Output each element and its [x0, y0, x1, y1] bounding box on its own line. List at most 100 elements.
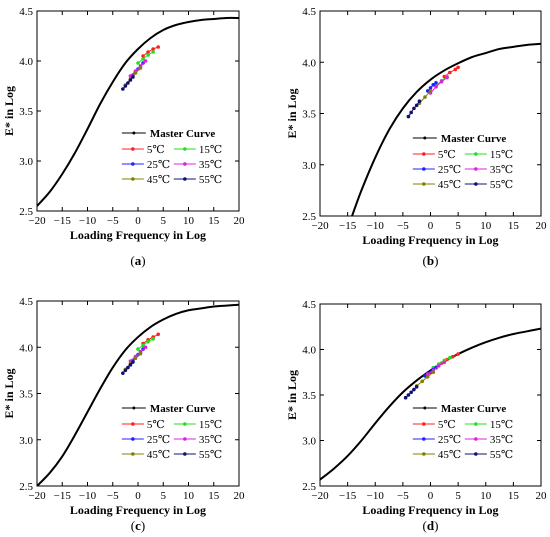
data-point: [423, 95, 427, 99]
chart-panel-4: −20 −15 −10 −5 0 5 10 15 20 2.5 3.0 3.5 4.0 4.5 Loadin…: [285, 299, 547, 533]
panel-caption: (b): [423, 253, 439, 268]
legend-label: 15℃: [490, 419, 513, 431]
legend-label: 15℃: [199, 419, 222, 431]
panel-caption: (c): [131, 518, 145, 533]
y-tick-label: 4.5: [302, 299, 316, 311]
x-axis-label: Loading Frequency in Log: [70, 503, 206, 517]
legend-marker: [131, 162, 135, 166]
legend-label: 5℃: [438, 149, 456, 161]
data-point: [412, 106, 416, 111]
data-point: [143, 345, 148, 350]
y-tick-label: 4.0: [19, 56, 33, 68]
x-tick-label: −15: [339, 490, 357, 502]
legend-label: Master Curve: [441, 403, 507, 415]
y-tick-label: 3.0: [19, 435, 33, 447]
legend: Master Curve 5℃ 15℃ 25℃ 35℃ 45℃ 55℃: [121, 128, 222, 186]
legend-label: 55℃: [199, 449, 222, 461]
x-tick-label: 5: [161, 215, 167, 227]
data-point: [403, 395, 408, 400]
legend-marker: [474, 422, 478, 426]
chart-panel-2: −20 −15 −10 −5 0 5 10 15 20 2.5 3.0 3.5 4.0 4.5 Loadin…: [285, 6, 547, 268]
data-point: [431, 83, 436, 87]
data-point: [138, 66, 143, 70]
legend-label: 5℃: [147, 144, 165, 156]
y-tick-label: 4.0: [302, 345, 316, 357]
legend: Master Curve 5℃ 15℃ 25℃ 35℃ 45℃ 55℃: [412, 133, 513, 191]
x-tick-label: −20: [311, 220, 329, 232]
series-line: [137, 51, 154, 64]
data-point: [442, 360, 447, 365]
data-point: [131, 75, 135, 79]
y-tick-label: 3.5: [302, 390, 316, 402]
master-curve-line: [37, 16, 239, 207]
y-tick-label: 2.5: [302, 211, 316, 223]
master-curve-line: [351, 42, 541, 216]
legend-label: 15℃: [199, 144, 222, 156]
y-axis-label: E* in Log: [285, 370, 299, 420]
data-point: [146, 53, 150, 57]
x-tick-label: −20: [28, 215, 46, 227]
data-point: [406, 114, 411, 119]
legend-marker: [422, 152, 426, 156]
data-point: [141, 343, 145, 348]
x-tick-label: −10: [79, 215, 97, 227]
data-point: [414, 103, 419, 108]
x-tick-label: −5: [107, 490, 119, 502]
legend-label: 55℃: [199, 174, 222, 186]
y-axis-label: E* in Log: [2, 368, 16, 418]
y-tick-label: 3.0: [19, 156, 33, 168]
y-tick-label: 3.5: [302, 109, 316, 121]
x-tick-label: 10: [183, 490, 195, 502]
legend-label: 45℃: [438, 449, 461, 461]
legend-marker: [422, 422, 426, 426]
data-point: [434, 80, 438, 85]
y-tick-label: 4.5: [19, 6, 33, 18]
y-tick-label: 4.5: [19, 296, 33, 308]
legend-marker: [423, 406, 427, 410]
data-point: [156, 332, 160, 337]
legend-label: 35℃: [199, 159, 222, 171]
x-tick-label: −10: [367, 220, 385, 232]
data-point: [409, 110, 413, 115]
data-point: [445, 75, 449, 80]
legend-marker: [422, 437, 426, 441]
data-point: [123, 84, 128, 88]
legend-label: 55℃: [490, 449, 513, 461]
x-tick-label: 20: [536, 490, 548, 502]
x-tick-label: 20: [234, 215, 246, 227]
data-point: [128, 363, 133, 367]
y-tick-label: 2.5: [19, 206, 33, 218]
x-tick-label: −15: [339, 220, 357, 232]
y-tick-label: 4.5: [302, 6, 316, 18]
legend-marker: [131, 422, 135, 426]
data-point: [133, 71, 138, 75]
series-line: [142, 333, 159, 344]
series-line: [142, 46, 159, 57]
data-point: [151, 50, 155, 54]
data-point: [121, 87, 125, 91]
x-axis-label: Loading Frequency in Log: [362, 233, 498, 247]
legend-label: 25℃: [147, 159, 170, 171]
data-point: [450, 354, 455, 359]
series-line: [130, 346, 146, 362]
y-tick-label: 4.0: [302, 57, 316, 69]
legend-marker: [131, 437, 135, 441]
legend-label: 45℃: [147, 174, 170, 186]
series-line: [416, 371, 434, 387]
legend-marker: [131, 147, 135, 151]
x-tick-label: −10: [367, 490, 385, 502]
legend-label: 25℃: [147, 434, 170, 446]
x-axis-label: Loading Frequency in Log: [362, 503, 498, 517]
legend-marker: [183, 437, 187, 441]
legend-marker: [183, 422, 187, 426]
data-point: [431, 370, 436, 375]
x-tick-label: 15: [208, 215, 220, 227]
data-point: [156, 45, 160, 49]
panel-caption: (d): [423, 518, 439, 533]
data-point: [146, 339, 150, 344]
data-point: [434, 85, 438, 89]
x-tick-label: −20: [28, 490, 46, 502]
x-tick-label: 10: [183, 215, 195, 227]
y-tick-label: 3.0: [302, 436, 316, 448]
